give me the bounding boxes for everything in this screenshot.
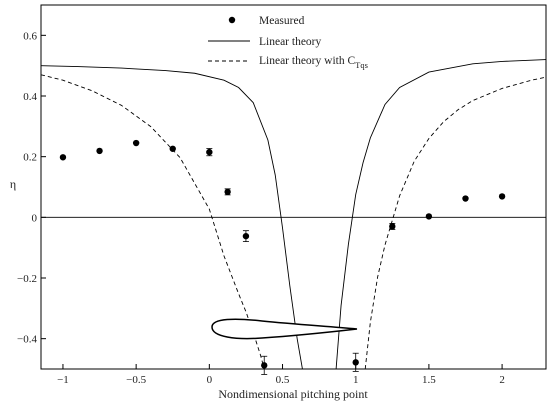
measured-marker [96, 147, 103, 155]
x-tick-label: 2 [499, 374, 505, 386]
legend-label-main: Linear theory with C [259, 55, 355, 67]
measured-point [462, 195, 469, 202]
legend-label-linear-theory-with-ctqs: Linear theory with CTqs [259, 55, 368, 70]
x-tick-label: 1 [353, 374, 359, 386]
measured-marker [261, 362, 268, 369]
measured-points [59, 139, 506, 375]
measured-marker [462, 195, 469, 202]
measured-point [169, 145, 176, 152]
y-axis-label: η [10, 177, 16, 191]
measured-point [59, 154, 67, 161]
linear-theory-ctqs-curve [41, 74, 546, 369]
measured-marker [206, 148, 213, 156]
measured-point [498, 193, 506, 200]
x-tick-label: 0.5 [276, 374, 290, 386]
measured-point [206, 148, 213, 157]
measured-marker [242, 232, 250, 240]
airfoil-icon [211, 318, 358, 340]
legend-marker-measured [228, 16, 236, 24]
measured-marker [169, 145, 176, 152]
x-axis-label: Nondimensional pitching point [218, 387, 368, 401]
measured-marker [352, 359, 359, 366]
measured-point [224, 188, 231, 196]
x-tick-label: 0 [207, 374, 213, 386]
y-tick-label: 0.6 [23, 30, 37, 42]
measured-point [96, 147, 103, 155]
x-tick-label: 1.5 [422, 374, 436, 386]
legend: Measured Linear theory Linear theory wit… [208, 15, 368, 70]
y-axis-ticks: −0.4 −0.2 0 0.2 0.4 0.6 [17, 30, 46, 346]
x-axis-ticks: −1 −0.5 0 0.5 1 1.5 2 [57, 364, 505, 386]
y-tick-label: 0.4 [23, 91, 37, 103]
measured-point [352, 352, 359, 372]
measured-point [425, 213, 433, 220]
y-tick-label: 0 [32, 212, 38, 224]
y-tick-label: 0.2 [23, 152, 37, 164]
measured-marker [59, 154, 67, 161]
linear-theory-curve [41, 59, 546, 369]
measured-point [132, 139, 140, 147]
measured-point [261, 355, 268, 375]
plot-frame [40, 4, 547, 370]
measured-marker [132, 139, 140, 147]
legend-label-linear-theory: Linear theory [259, 36, 322, 48]
measured-marker [498, 193, 506, 200]
y-tick-label: −0.2 [17, 273, 37, 285]
x-tick-label: −0.5 [126, 374, 146, 386]
measured-marker [389, 223, 396, 230]
measured-marker [224, 188, 231, 196]
measured-point [242, 230, 250, 243]
y-tick-label: −0.4 [17, 334, 37, 346]
measured-marker [425, 213, 433, 220]
legend-label-measured: Measured [259, 15, 305, 27]
legend-label-subscript: Tqs [355, 60, 368, 70]
x-tick-label: −1 [57, 374, 69, 386]
theory-curves [41, 59, 546, 369]
measured-point [389, 222, 396, 230]
